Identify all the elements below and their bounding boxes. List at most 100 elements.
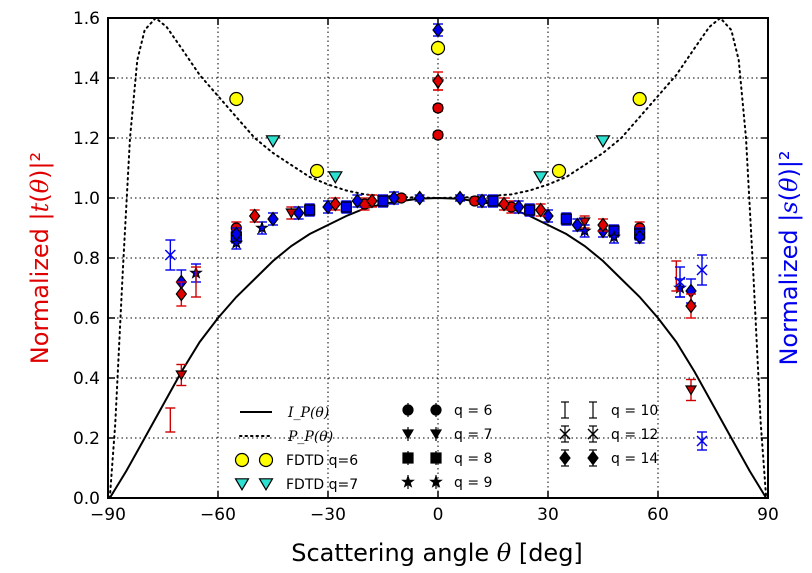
data-point-stroke bbox=[696, 264, 708, 276]
data-point-shape bbox=[542, 208, 554, 224]
y-tick-label: 1.4 bbox=[73, 69, 100, 89]
data-point-shape bbox=[632, 91, 647, 107]
data-point-shape bbox=[607, 229, 621, 243]
data-point bbox=[432, 22, 444, 38]
legend-swatch-q bbox=[587, 450, 599, 466]
legend-swatch-fdtd7 bbox=[258, 478, 274, 492]
data-point bbox=[597, 217, 609, 233]
y-axis-title-right: Normalized |s(θ)|² bbox=[775, 150, 803, 365]
legend-swatch-q bbox=[429, 474, 443, 488]
data-point-shape bbox=[377, 195, 389, 207]
data-point-stroke bbox=[696, 435, 708, 447]
data-point-shape bbox=[229, 235, 244, 249]
data-point bbox=[413, 190, 426, 206]
data-point bbox=[571, 217, 584, 233]
data-point-shape bbox=[512, 199, 525, 215]
legend-swatch-q-shape bbox=[429, 429, 443, 440]
legend-swatch-q bbox=[430, 404, 442, 416]
data-point-shape bbox=[432, 129, 444, 141]
legend-label: q = 14 bbox=[611, 451, 658, 467]
data-point bbox=[304, 204, 316, 216]
data-point-stroke bbox=[674, 276, 686, 288]
legend-swatch-fdtd7-shape bbox=[258, 478, 274, 492]
legend-swatch-q-stroke bbox=[587, 428, 599, 440]
x-tick-label: 30 bbox=[537, 505, 559, 525]
y-tick-label: 0.2 bbox=[73, 429, 100, 449]
y-axis-title-left: Normalized |t(θ)|² bbox=[26, 152, 54, 364]
curve-pp bbox=[108, 16, 768, 499]
legend-swatch-q bbox=[401, 429, 415, 440]
data-point bbox=[388, 190, 400, 206]
data-point-shape bbox=[578, 217, 591, 228]
data-point bbox=[476, 193, 488, 209]
data-point bbox=[327, 171, 343, 185]
data-point-shape bbox=[265, 135, 281, 149]
y-tick-label: 1.6 bbox=[73, 9, 100, 29]
data-point-shape bbox=[487, 195, 499, 207]
data-point-shape bbox=[351, 193, 364, 209]
data-point-shape bbox=[432, 73, 444, 89]
data-point bbox=[542, 208, 554, 224]
legend-swatch-fdtd6-shape bbox=[258, 452, 274, 468]
legend-swatch-q bbox=[401, 474, 415, 488]
legend-label: q = 12 bbox=[611, 427, 658, 443]
y-tick-label: 0.0 bbox=[73, 489, 100, 509]
data-point bbox=[512, 199, 525, 215]
data-point-shape bbox=[560, 213, 572, 225]
legend-swatch-q-shape bbox=[559, 450, 571, 466]
data-point bbox=[454, 190, 466, 206]
data-point-shape bbox=[432, 102, 444, 114]
data-point bbox=[487, 195, 499, 207]
legend-swatch-q-shape bbox=[401, 474, 415, 488]
data-point bbox=[578, 217, 591, 228]
legend: I_P(θ) P_P(θ) FDTD q=6 FDTD q=7 q = 6 q = 7 q … bbox=[234, 401, 658, 493]
data-point-shape bbox=[432, 22, 444, 38]
legend-swatch-q bbox=[559, 450, 571, 466]
data-point bbox=[577, 223, 592, 237]
legend-label: q = 10 bbox=[611, 403, 658, 419]
legend-label: q = 7 bbox=[454, 427, 492, 443]
data-point bbox=[684, 385, 698, 396]
legend-swatch-q-stroke bbox=[559, 428, 571, 440]
data-point bbox=[432, 102, 444, 114]
data-point-shape bbox=[498, 196, 510, 212]
data-point bbox=[524, 204, 536, 216]
data-point bbox=[674, 276, 686, 288]
x-axis-title: Scattering angle θ [deg] bbox=[291, 539, 583, 567]
legend-swatch-q-shape bbox=[430, 404, 442, 416]
legend-label: I_P(θ) bbox=[287, 405, 329, 421]
data-point-shape bbox=[595, 135, 611, 149]
data-point bbox=[607, 229, 621, 243]
data-point-shape bbox=[329, 196, 342, 212]
data-point bbox=[267, 211, 279, 227]
data-point-shape bbox=[292, 205, 305, 221]
x-tick-label: 60 bbox=[647, 505, 669, 525]
data-point bbox=[175, 370, 188, 381]
data-point bbox=[632, 91, 647, 107]
legend-swatch-q-shape bbox=[402, 404, 414, 416]
legend-label: q = 6 bbox=[454, 403, 493, 419]
data-point-shape bbox=[248, 208, 261, 224]
legend-label: q = 9 bbox=[454, 475, 492, 491]
data-point-shape bbox=[534, 202, 547, 218]
x-tick-label: −60 bbox=[200, 505, 236, 525]
data-point bbox=[329, 196, 342, 212]
data-point-shape bbox=[597, 217, 609, 233]
data-point bbox=[230, 226, 243, 242]
legend-swatch-fdtd7-shape bbox=[234, 478, 250, 492]
data-point-shape bbox=[327, 171, 343, 185]
data-point-shape bbox=[684, 385, 698, 396]
data-point-shape bbox=[366, 193, 378, 209]
x-tick-label: 90 bbox=[757, 505, 779, 525]
data-point bbox=[432, 129, 444, 141]
data-point-shape bbox=[633, 229, 646, 245]
legend-swatch-q bbox=[559, 428, 571, 440]
x-tick-label: 0 bbox=[433, 505, 444, 525]
legend-swatch-q-shape bbox=[429, 474, 443, 488]
data-point bbox=[534, 202, 547, 218]
data-point bbox=[595, 135, 611, 149]
legend-swatch-q bbox=[587, 428, 599, 440]
legend-swatch-fdtd6 bbox=[258, 452, 274, 468]
data-point bbox=[377, 195, 389, 207]
